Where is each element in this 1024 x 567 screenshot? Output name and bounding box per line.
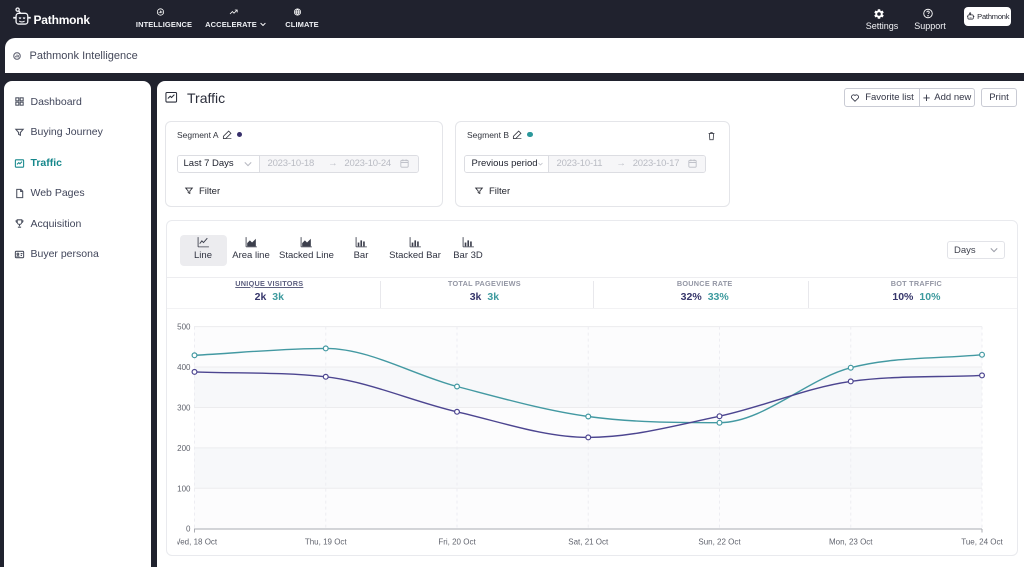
svg-text:400: 400 [177, 363, 191, 372]
svg-text:Sat, 21 Oct: Sat, 21 Oct [568, 538, 609, 547]
svg-text:Mon, 23 Oct: Mon, 23 Oct [829, 538, 873, 547]
svg-text:0: 0 [186, 525, 191, 534]
svg-text:500: 500 [177, 323, 191, 332]
svg-text:Thu, 19 Oct: Thu, 19 Oct [305, 538, 348, 547]
svg-text:Fri, 20 Oct: Fri, 20 Oct [438, 538, 476, 547]
svg-text:Sun, 22 Oct: Sun, 22 Oct [698, 538, 741, 547]
svg-text:100: 100 [177, 484, 191, 493]
svg-text:300: 300 [177, 404, 191, 413]
svg-text:Tue, 24 Oct: Tue, 24 Oct [961, 538, 1003, 547]
svg-text:Wed, 18 Oct: Wed, 18 Oct [173, 538, 218, 547]
svg-text:200: 200 [177, 444, 191, 453]
